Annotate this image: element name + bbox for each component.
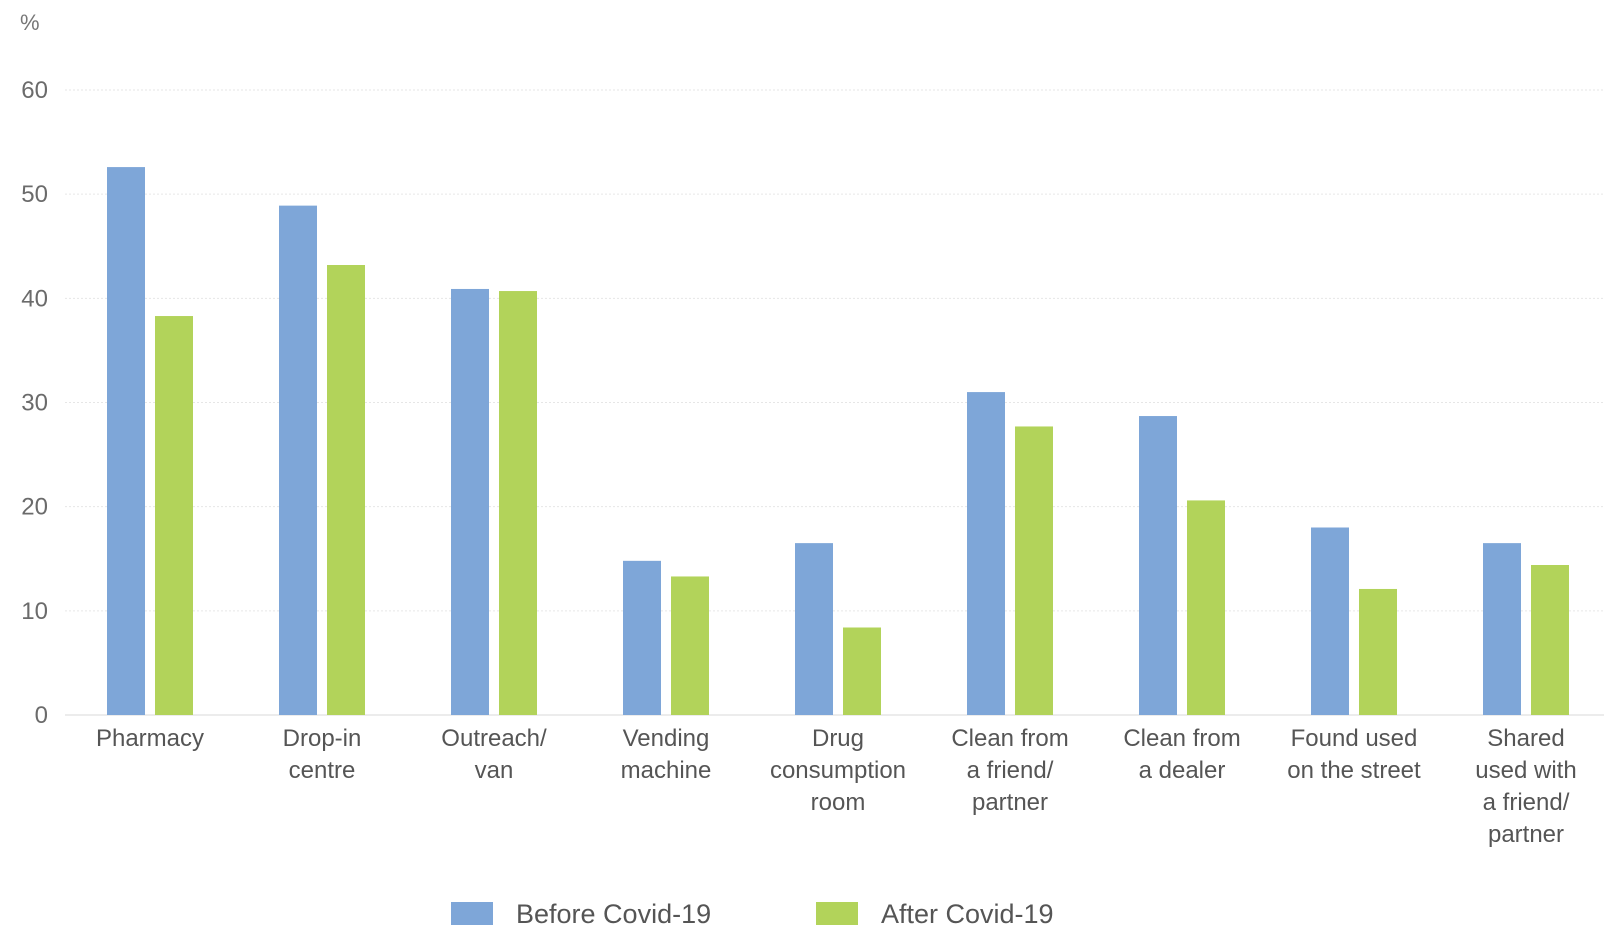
y-tick-label-50: 50 bbox=[21, 181, 48, 208]
legend-label-before: Before Covid-19 bbox=[516, 899, 711, 929]
category-label: Drug consumption room bbox=[770, 725, 906, 816]
bar-group bbox=[279, 205, 365, 715]
y-axis: 0 10 20 30 40 50 60 bbox=[21, 77, 48, 729]
bar-after bbox=[327, 265, 365, 715]
bar-group bbox=[623, 560, 709, 715]
bar-group bbox=[1139, 416, 1225, 715]
legend-label-after: After Covid-19 bbox=[881, 899, 1054, 929]
category-label: Shared used with a friend/partner bbox=[1475, 725, 1576, 848]
bar-group bbox=[795, 543, 881, 715]
bar-before bbox=[1139, 416, 1177, 715]
bar-group bbox=[1311, 527, 1397, 715]
bar-group bbox=[1483, 543, 1569, 715]
bar-before bbox=[795, 543, 833, 715]
bar-before bbox=[107, 167, 145, 716]
category-label: Vending machine bbox=[621, 725, 712, 784]
category-label: Outreach/van bbox=[441, 725, 547, 784]
bar-after bbox=[499, 291, 537, 715]
bar-before bbox=[623, 560, 661, 715]
category-label: Pharmacy bbox=[96, 725, 204, 752]
bar-after bbox=[1359, 588, 1397, 715]
bar-group bbox=[967, 392, 1053, 715]
legend-item-after: After Covid-19 bbox=[816, 899, 1054, 929]
bar-before bbox=[1311, 527, 1349, 715]
bar-after bbox=[155, 316, 193, 715]
y-tick-label-10: 10 bbox=[21, 598, 48, 625]
legend: Before Covid-19 After Covid-19 bbox=[451, 899, 1054, 929]
bar-after bbox=[1187, 500, 1225, 715]
y-tick-label-20: 20 bbox=[21, 494, 48, 521]
bars bbox=[107, 167, 1569, 716]
bar-after bbox=[1531, 565, 1569, 715]
bar-before bbox=[1483, 543, 1521, 715]
bar-before bbox=[279, 205, 317, 715]
bar-after bbox=[671, 576, 709, 715]
y-tick-label-30: 30 bbox=[21, 390, 48, 417]
bar-before bbox=[967, 392, 1005, 715]
y-tick-label-60: 60 bbox=[21, 77, 48, 104]
category-label: Clean from a dealer bbox=[1123, 725, 1240, 784]
y-tick-label-0: 0 bbox=[35, 702, 48, 729]
x-axis: Pharmacy Drop-in centre Outreach/van Vending… bbox=[96, 725, 1577, 848]
legend-swatch-after bbox=[816, 902, 858, 925]
y-tick-label-40: 40 bbox=[21, 285, 48, 312]
category-label: Drop-in centre bbox=[283, 725, 362, 784]
category-label: Found used on the street bbox=[1287, 725, 1421, 784]
bar-after bbox=[843, 627, 881, 715]
bar-after bbox=[1015, 426, 1053, 715]
bar-group bbox=[107, 167, 193, 716]
bar-group bbox=[451, 288, 537, 715]
legend-swatch-before bbox=[451, 902, 493, 925]
legend-item-before: Before Covid-19 bbox=[451, 899, 711, 929]
y-unit-label: % bbox=[20, 10, 40, 35]
category-label: Clean from a friend/partner bbox=[951, 725, 1068, 816]
bar-before bbox=[451, 288, 489, 715]
